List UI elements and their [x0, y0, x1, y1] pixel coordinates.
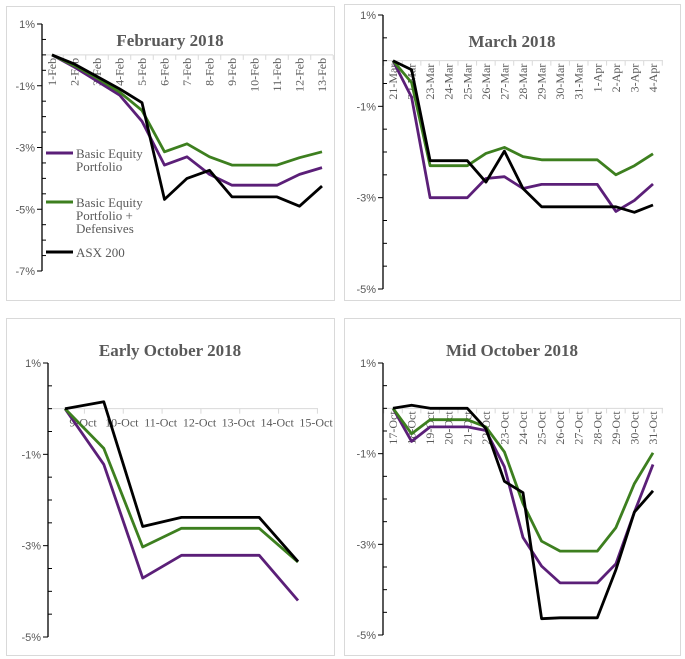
x-tick-label: 7-Feb: [180, 58, 194, 86]
x-tick-label: 21-Mar: [386, 64, 400, 100]
legend-label: Portfolio: [76, 159, 122, 174]
x-tick-label: 24-Mar: [442, 64, 456, 100]
y-tick-label: -3%: [21, 541, 41, 553]
x-tick-label: 6-Feb: [158, 58, 172, 86]
y-tick-label: -1%: [21, 449, 41, 461]
legend-label: ASX 200: [76, 245, 125, 260]
legend-label: Basic Equity: [76, 195, 143, 210]
legend-item: ASX 200: [46, 245, 125, 260]
x-tick-label: 5-Feb: [135, 58, 149, 86]
chart-frame: [6, 318, 335, 656]
x-tick-label: 12-Feb: [293, 58, 307, 92]
x-tick-label: 3-Apr: [627, 64, 641, 93]
legend-label: Portfolio +: [76, 208, 133, 223]
x-tick-label: 17-Oct: [386, 411, 400, 445]
x-tick-label: 29-Oct: [609, 411, 623, 445]
x-tick-label: 13-Feb: [315, 58, 329, 92]
legend-label: Basic Equity: [76, 146, 143, 161]
x-tick-label: 27-Oct: [572, 411, 586, 445]
x-tick-label: 11-Oct: [144, 416, 178, 430]
x-tick-label: 12-Oct: [183, 416, 217, 430]
chart-title: Mid October 2018: [446, 341, 578, 360]
x-tick-label: 15-Oct: [299, 416, 333, 430]
x-tick-label: 4-Feb: [113, 58, 127, 86]
y-tick-label: 1%: [19, 19, 35, 31]
y-tick-label: -5%: [356, 284, 376, 296]
x-tick-label: 25-Mar: [460, 64, 474, 100]
y-tick-label: 1%: [25, 358, 41, 370]
x-tick-label: 26-Oct: [553, 411, 567, 445]
chart-title: March 2018: [468, 32, 555, 51]
y-tick-label: -5%: [356, 630, 376, 642]
x-tick-label: 26-Mar: [479, 64, 493, 100]
x-tick-label: 1-Feb: [45, 58, 59, 86]
x-tick-label: 9-Feb: [225, 58, 239, 86]
y-tick-label: -1%: [15, 81, 35, 93]
y-tick-label: -3%: [15, 143, 35, 155]
x-tick-label: 31-Mar: [572, 64, 586, 100]
x-tick-label: 31-Oct: [646, 411, 660, 445]
x-tick-label: 29-Mar: [535, 64, 549, 100]
x-tick-label: 13-Oct: [222, 416, 256, 430]
x-tick-label: 1-Apr: [590, 64, 604, 93]
x-tick-label: 23-Mar: [423, 64, 437, 100]
x-tick-label: 28-Oct: [590, 411, 604, 445]
x-tick-label: 25-Oct: [535, 411, 549, 445]
x-tick-label: 10-Feb: [248, 58, 262, 92]
x-tick-label: 2-Apr: [609, 64, 623, 93]
x-tick-label: 23-Oct: [497, 411, 511, 445]
x-tick-label: 11-Feb: [270, 58, 284, 92]
y-tick-label: -3%: [356, 539, 376, 551]
y-tick-label: -7%: [15, 266, 35, 278]
x-tick-label: 27-Mar: [497, 64, 511, 100]
y-tick-label: -3%: [356, 193, 376, 205]
x-tick-label: 10-Oct: [105, 416, 139, 430]
y-tick-label: -5%: [15, 204, 35, 216]
x-tick-label: 28-Mar: [516, 64, 530, 100]
y-tick-label: -5%: [21, 632, 41, 644]
x-tick-label: 14-Oct: [261, 416, 295, 430]
chart-title: February 2018: [116, 31, 223, 50]
y-tick-label: 1%: [360, 358, 376, 370]
x-tick-label: 8-Feb: [203, 58, 217, 86]
y-tick-label: 1%: [360, 10, 376, 22]
x-tick-label: 30-Oct: [627, 411, 641, 445]
legend-label: Defensives: [76, 221, 134, 236]
x-tick-label: 4-Apr: [646, 64, 660, 93]
x-tick-label: 30-Mar: [553, 64, 567, 100]
y-tick-label: -1%: [356, 101, 376, 113]
x-tick-label: 24-Oct: [516, 411, 530, 445]
y-tick-label: -1%: [356, 449, 376, 461]
chart-title: Early October 2018: [99, 341, 241, 360]
